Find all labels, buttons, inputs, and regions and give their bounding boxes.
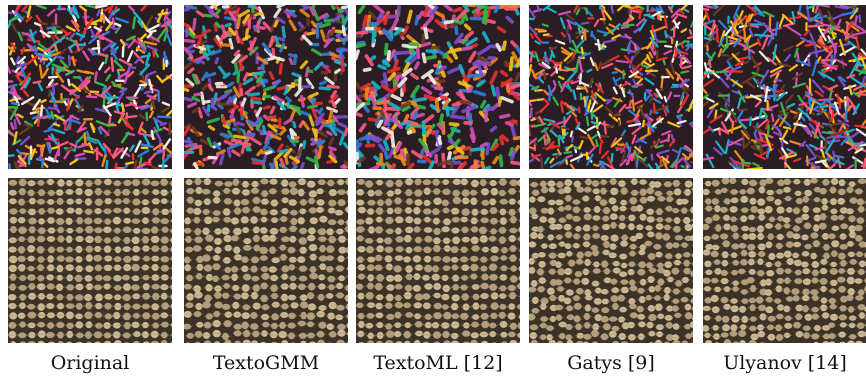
caption-ulyanov: Ulyanov [14] [723, 352, 847, 374]
burlap-gatys-image [529, 178, 693, 343]
burlap-textoml-image [356, 178, 520, 343]
burlap-ulyanov-image [703, 178, 866, 343]
sprinkles-textoml-image [356, 5, 520, 169]
burlap-textogmm-image [184, 178, 348, 343]
caption-gatys: Gatys [9] [567, 352, 655, 374]
texture-comparison-figure: Original TextoGMM TextoML [12] Gatys [9]… [8, 0, 866, 384]
sprinkles-ulyanov-image [703, 5, 866, 169]
sprinkles-textogmm-image [184, 5, 348, 169]
sprinkles-gatys-image [529, 5, 693, 169]
caption-textoml: TextoML [12] [373, 352, 503, 374]
sprinkles-original-image [8, 5, 172, 169]
burlap-original-image [8, 178, 172, 343]
caption-textogmm: TextoGMM [212, 352, 320, 374]
caption-original: Original [50, 352, 130, 374]
